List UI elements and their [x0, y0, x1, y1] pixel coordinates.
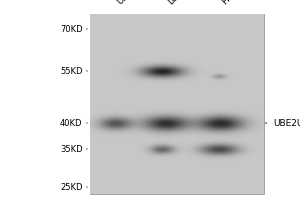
Text: LO2: LO2	[167, 0, 185, 6]
Text: 35KD: 35KD	[60, 144, 82, 154]
Text: 70KD: 70KD	[60, 24, 82, 33]
Text: U251: U251	[116, 0, 139, 6]
Text: UBE2U: UBE2U	[273, 118, 300, 128]
Bar	[90, 14, 264, 194]
Text: 40KD: 40KD	[60, 118, 82, 128]
Text: 25KD: 25KD	[60, 182, 82, 192]
Text: H460: H460	[220, 0, 244, 6]
Text: 55KD: 55KD	[60, 66, 82, 75]
